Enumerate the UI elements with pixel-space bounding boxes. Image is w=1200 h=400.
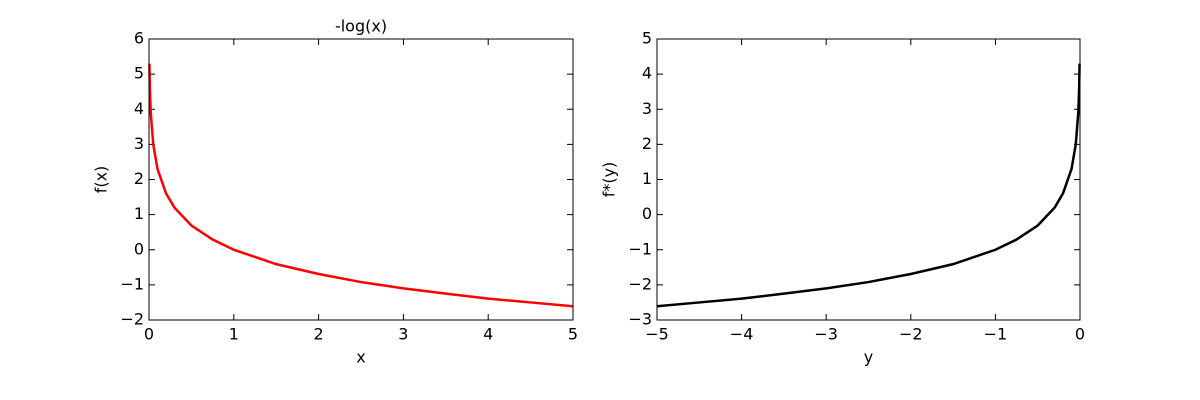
chart-title: -log(x) — [335, 17, 387, 36]
y-tick-label: 0 — [134, 239, 144, 258]
y-tick-label: −1 — [628, 239, 652, 258]
x-tick-label: 3 — [398, 325, 408, 344]
y-axis-label: f(x) — [92, 166, 111, 194]
y-tick-label: 2 — [134, 169, 144, 188]
axes-frame — [148, 38, 574, 321]
y-tick-label: 5 — [642, 29, 652, 48]
axes-frame — [656, 38, 1081, 321]
y-axis-label: f*(y) — [600, 162, 619, 198]
x-tick-label: −2 — [899, 325, 923, 344]
x-axis-label: y — [864, 348, 873, 367]
x-tick-label: −4 — [730, 325, 754, 344]
x-tick-label: 2 — [314, 325, 324, 344]
y-tick-label: −2 — [120, 310, 144, 329]
y-tick-label: 4 — [642, 64, 652, 83]
x-tick-label: −5 — [645, 325, 669, 344]
y-tick-label: 5 — [134, 64, 144, 83]
y-tick-label: 4 — [134, 99, 144, 118]
y-tick-label: 0 — [642, 204, 652, 223]
data-line — [656, 63, 1081, 308]
y-tick-label: −3 — [628, 310, 652, 329]
data-line — [148, 63, 574, 308]
y-tick-label: −2 — [628, 274, 652, 293]
y-tick-label: 6 — [134, 29, 144, 48]
x-tick-label: 0 — [144, 325, 154, 344]
x-tick-label: 1 — [229, 325, 239, 344]
x-tick-label: −1 — [984, 325, 1008, 344]
x-tick-label: −3 — [814, 325, 838, 344]
x-tick-label: 0 — [1075, 325, 1085, 344]
y-tick-label: 2 — [642, 134, 652, 153]
y-tick-label: 3 — [642, 99, 652, 118]
y-tick-label: −1 — [120, 274, 144, 293]
x-tick-label: 4 — [483, 325, 493, 344]
y-tick-label: 3 — [134, 134, 144, 153]
x-tick-label: 5 — [568, 325, 578, 344]
y-tick-label: 1 — [134, 204, 144, 223]
y-tick-label: 1 — [642, 169, 652, 188]
x-axis-label: x — [356, 348, 365, 367]
